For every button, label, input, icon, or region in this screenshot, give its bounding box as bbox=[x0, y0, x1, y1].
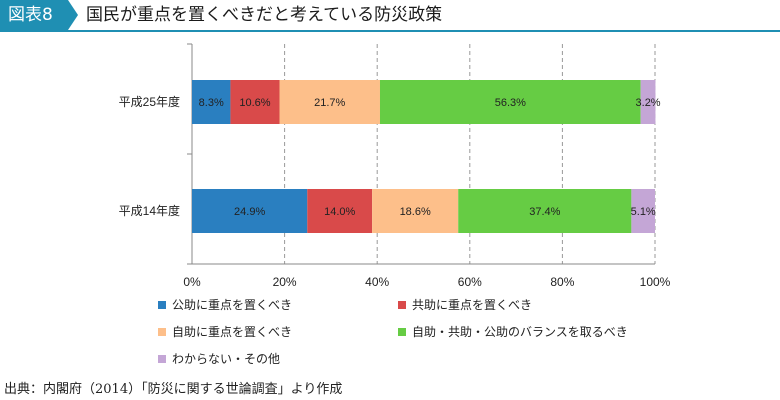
data-label: 3.2% bbox=[636, 97, 661, 109]
x-tick-label: 60% bbox=[458, 275, 482, 289]
legend-label: 共助に重点を置くべき bbox=[412, 298, 532, 312]
x-tick-label: 80% bbox=[550, 275, 574, 289]
figure-source: 出典：内閣府（2014）「防災に関する世論調査」より作成 bbox=[4, 382, 343, 397]
title-rule bbox=[0, 30, 780, 32]
data-label: 37.4% bbox=[529, 206, 560, 218]
bar-segment bbox=[458, 189, 632, 233]
legend-swatch bbox=[158, 301, 166, 309]
bar-segment bbox=[230, 80, 280, 124]
category-label: 平成14年度 bbox=[119, 203, 180, 218]
bar-segment bbox=[279, 80, 380, 124]
legend-swatch bbox=[158, 328, 166, 336]
bar-segment bbox=[372, 189, 459, 233]
legend-label: 自助に重点を置くべき bbox=[172, 325, 292, 339]
badge-arrow-icon bbox=[68, 0, 78, 30]
legend-label: 公助に重点を置くべき bbox=[172, 298, 292, 312]
data-label: 8.3% bbox=[199, 97, 224, 109]
legend-swatch bbox=[158, 355, 166, 363]
data-label: 56.3% bbox=[495, 97, 526, 109]
x-tick-label: 40% bbox=[365, 275, 389, 289]
legend-swatch bbox=[398, 328, 406, 336]
legend-label: わからない・その他 bbox=[172, 352, 280, 366]
category-label: 平成25年度 bbox=[119, 94, 180, 109]
x-tick-label: 20% bbox=[273, 275, 297, 289]
x-tick-label: 0% bbox=[183, 275, 201, 289]
bar-segment bbox=[379, 80, 641, 124]
data-label: 5.1% bbox=[631, 206, 656, 218]
bar-segment bbox=[192, 80, 231, 124]
bar-segment bbox=[640, 80, 656, 124]
figure-title: 国民が重点を置くべきだと考えている防災政策 bbox=[86, 5, 443, 25]
figure-badge: 図表8 bbox=[0, 0, 68, 30]
data-label: 10.6% bbox=[239, 97, 270, 109]
data-label: 14.0% bbox=[324, 206, 355, 218]
x-tick-label: 100% bbox=[640, 275, 671, 289]
bar-segment bbox=[631, 189, 655, 233]
data-label: 24.9% bbox=[234, 206, 265, 218]
legend-swatch bbox=[398, 301, 406, 309]
data-label: 21.7% bbox=[314, 97, 345, 109]
data-label: 18.6% bbox=[400, 206, 431, 218]
figure-header: 図表8 国民が重点を置くべきだと考えている防災政策 bbox=[0, 0, 780, 30]
bar-segment bbox=[307, 189, 373, 233]
bar-segment bbox=[192, 189, 308, 233]
stacked-bar-chart: 0% 20% 40% 60% 80% 100% 平成25年度 8.3% 10.6% 21.7% 56… bbox=[119, 43, 671, 366]
legend-label: 自助・共助・公助のバランスを取るべき bbox=[412, 325, 628, 339]
